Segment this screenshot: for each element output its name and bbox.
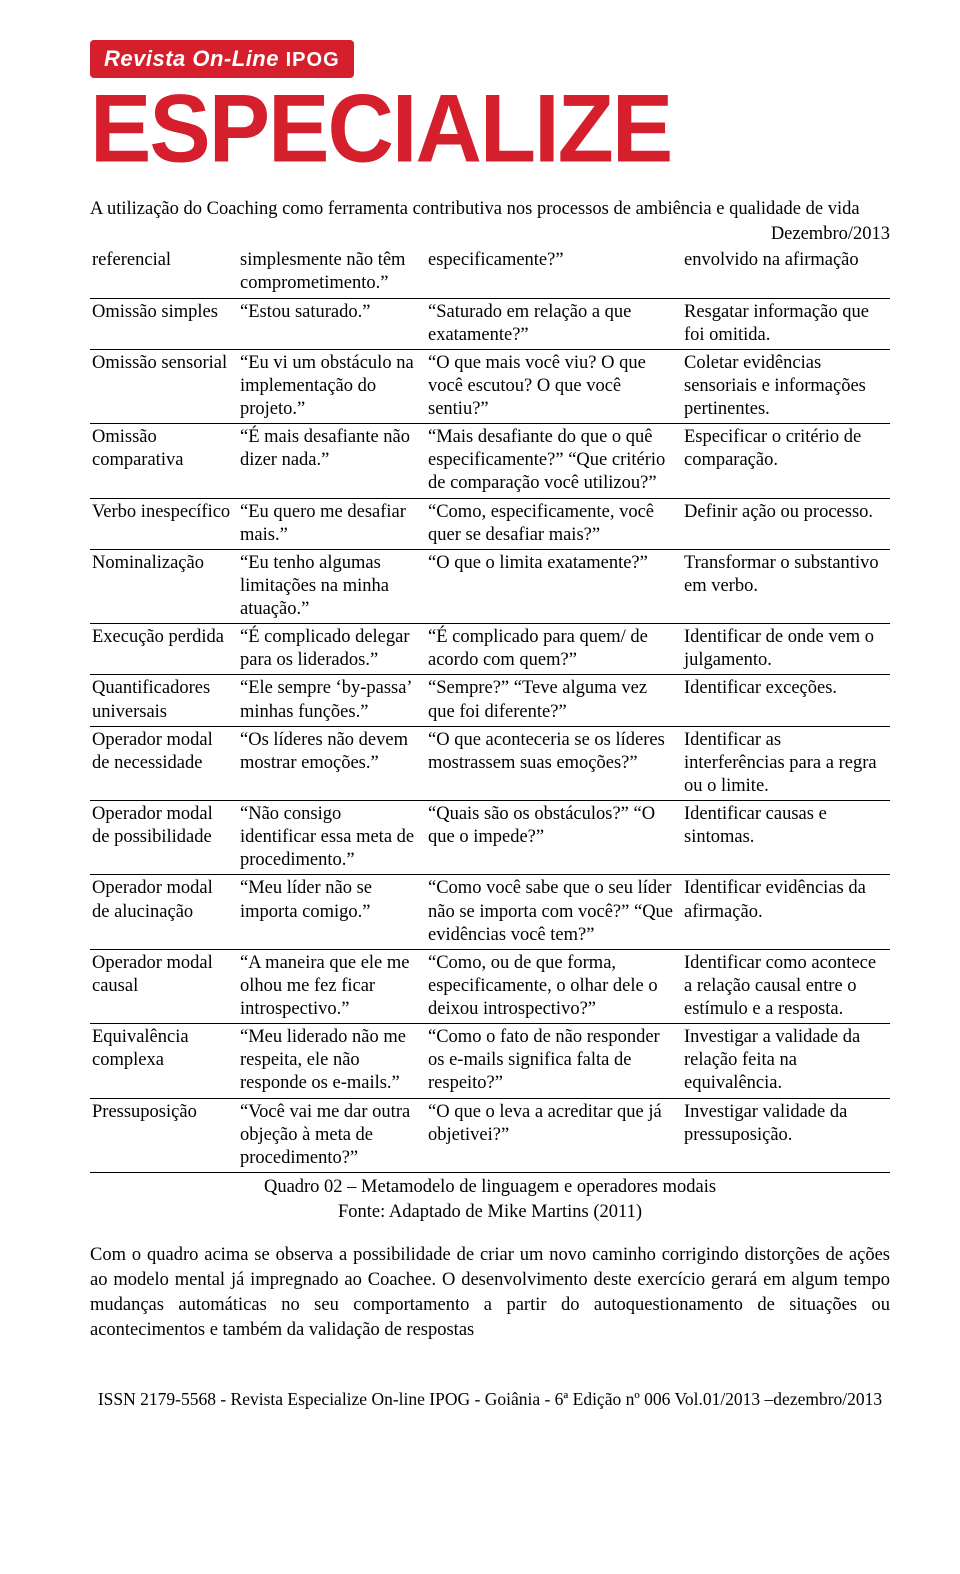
especialize-wordmark: ESPECIALIZE xyxy=(90,84,890,176)
table-cell: Identificar causas e sintomas. xyxy=(682,801,890,875)
table-cell: especificamente?” xyxy=(426,247,682,298)
table-row: referencialsimplesmente não têm comprome… xyxy=(90,247,890,298)
table-row: Operador modal causal“A maneira que ele … xyxy=(90,949,890,1023)
revista-label: Revista On-Line xyxy=(104,46,279,71)
table-cell: “Como, especificamente, você quer se des… xyxy=(426,498,682,549)
table-cell: Identificar evidências da afirmação. xyxy=(682,875,890,949)
table-cell: “Meu liderado não me respeita, ele não r… xyxy=(238,1024,426,1098)
table-cell: “É complicado delegar para os liderados.… xyxy=(238,624,426,675)
table-cell: Omissão simples xyxy=(90,298,238,349)
table-cell: Operador modal de possibilidade xyxy=(90,801,238,875)
table-cell: referencial xyxy=(90,247,238,298)
table-cell: “Quais são os obstáculos?” “O que o impe… xyxy=(426,801,682,875)
body-paragraph: Com o quadro acima se observa a possibil… xyxy=(90,1243,890,1343)
table-cell: Identificar de onde vem o julgamento. xyxy=(682,624,890,675)
table-cell: “Como você sabe que o seu líder não se i… xyxy=(426,875,682,949)
table-cell: “Saturado em relação a que exatamente?” xyxy=(426,298,682,349)
document-page: Revista On-Line IPOG ESPECIALIZE A utili… xyxy=(0,0,960,1450)
table-cell: Operador modal de necessidade xyxy=(90,726,238,800)
table-cell: “O que o limita exatamente?” xyxy=(426,549,682,623)
table-cell: Resgatar informação que foi omitida. xyxy=(682,298,890,349)
table-cell: Especificar o critério de comparação. xyxy=(682,424,890,498)
table-cell: “O que aconteceria se os líderes mostras… xyxy=(426,726,682,800)
article-title: A utilização do Coaching como ferramenta… xyxy=(90,197,890,222)
table-cell: “O que mais você viu? O que você escutou… xyxy=(426,349,682,423)
table-cell: Operador modal causal xyxy=(90,949,238,1023)
table-cell: “Eu quero me desafiar mais.” xyxy=(238,498,426,549)
caption-line-1: Quadro 02 – Metamodelo de linguagem e op… xyxy=(90,1175,890,1200)
table-cell: Equivalência complexa xyxy=(90,1024,238,1098)
table-cell: Coletar evidências sensoriais e informaç… xyxy=(682,349,890,423)
table-cell: simplesmente não têm comprometimento.” xyxy=(238,247,426,298)
table-cell: Definir ação ou processo. xyxy=(682,498,890,549)
table-cell: “O que o leva a acreditar que já objetiv… xyxy=(426,1098,682,1172)
page-footer: ISSN 2179-5568 - Revista Especialize On-… xyxy=(90,1389,890,1410)
table-cell: “Ele sempre ‘by-passa’ minhas funções.” xyxy=(238,675,426,726)
table-cell: “Mais desafiante do que o quê especifica… xyxy=(426,424,682,498)
table-row: Pressuposição“Você vai me dar outra obje… xyxy=(90,1098,890,1172)
table-cell: Investigar a validade da relação feita n… xyxy=(682,1024,890,1098)
table-cell: “Estou saturado.” xyxy=(238,298,426,349)
table-row: Omissão sensorial“Eu vi um obstáculo na … xyxy=(90,349,890,423)
table-row: Omissão comparativa“É mais desafiante nã… xyxy=(90,424,890,498)
table-row: Operador modal de possibilidade“Não cons… xyxy=(90,801,890,875)
table-cell: Omissão comparativa xyxy=(90,424,238,498)
table-cell: Identificar como acontece a relação caus… xyxy=(682,949,890,1023)
table-cell: Quantificadores universais xyxy=(90,675,238,726)
table-cell: Operador modal de alucinação xyxy=(90,875,238,949)
table-cell: Nominalização xyxy=(90,549,238,623)
table-cell: “É mais desafiante não dizer nada.” xyxy=(238,424,426,498)
table-row: Verbo inespecífico“Eu quero me desafiar … xyxy=(90,498,890,549)
table-cell: “Você vai me dar outra objeção à meta de… xyxy=(238,1098,426,1172)
table-cell: “Os líderes não devem mostrar emoções.” xyxy=(238,726,426,800)
table-cell: “Meu líder não se importa comigo.” xyxy=(238,875,426,949)
table-cell: “Como o fato de não responder os e-mails… xyxy=(426,1024,682,1098)
table-row: Equivalência complexa“Meu liderado não m… xyxy=(90,1024,890,1098)
caption-line-2: Fonte: Adaptado de Mike Martins (2011) xyxy=(90,1200,890,1225)
table-cell: “Como, ou de que forma, especificamente,… xyxy=(426,949,682,1023)
table-row: Execução perdida“É complicado delegar pa… xyxy=(90,624,890,675)
revista-ipog-label: IPOG xyxy=(286,49,340,71)
table-cell: Verbo inespecífico xyxy=(90,498,238,549)
table-cell: Identificar as interferências para a reg… xyxy=(682,726,890,800)
revista-online-badge: Revista On-Line IPOG xyxy=(90,40,354,78)
table-cell: “A maneira que ele me olhou me fez ficar… xyxy=(238,949,426,1023)
table-cell: “Eu tenho algumas limitações na minha at… xyxy=(238,549,426,623)
table-cell: Omissão sensorial xyxy=(90,349,238,423)
table-row: Nominalização“Eu tenho algumas limitaçõe… xyxy=(90,549,890,623)
table-cell: “Sempre?” “Teve alguma vez que foi difer… xyxy=(426,675,682,726)
metamodel-table: referencialsimplesmente não têm comprome… xyxy=(90,247,890,1173)
metamodel-table-body: referencialsimplesmente não têm comprome… xyxy=(90,247,890,1172)
table-cell: Investigar validade da pressuposição. xyxy=(682,1098,890,1172)
table-cell: Pressuposição xyxy=(90,1098,238,1172)
issue-date: Dezembro/2013 xyxy=(90,222,890,247)
table-row: Quantificadores universais“Ele sempre ‘b… xyxy=(90,675,890,726)
table-cell: envolvido na afirmação xyxy=(682,247,890,298)
table-cell: “Eu vi um obstáculo na implementação do … xyxy=(238,349,426,423)
table-row: Omissão simples“Estou saturado.”“Saturad… xyxy=(90,298,890,349)
table-cell: Execução perdida xyxy=(90,624,238,675)
table-caption: Quadro 02 – Metamodelo de linguagem e op… xyxy=(90,1175,890,1225)
journal-banner: Revista On-Line IPOG ESPECIALIZE xyxy=(90,40,890,173)
table-row: Operador modal de alucinação“Meu líder n… xyxy=(90,875,890,949)
table-cell: Identificar exceções. xyxy=(682,675,890,726)
table-row: Operador modal de necessidade“Os líderes… xyxy=(90,726,890,800)
table-cell: Transformar o substantivo em verbo. xyxy=(682,549,890,623)
table-cell: “É complicado para quem/ de acordo com q… xyxy=(426,624,682,675)
table-cell: “Não consigo identificar essa meta de pr… xyxy=(238,801,426,875)
